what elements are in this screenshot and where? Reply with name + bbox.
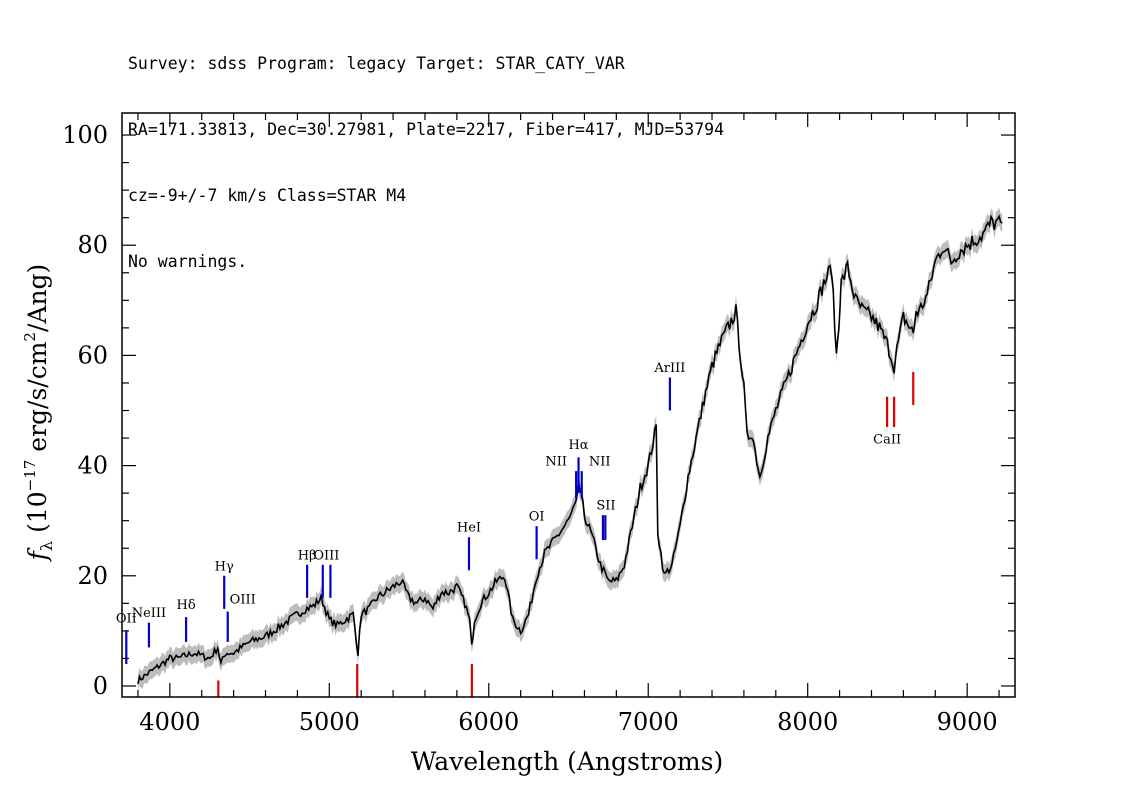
y-axis-label-mid: erg/s/cm	[23, 341, 52, 459]
spectrum-header: Survey: sdss Program: legacy Target: STA…	[128, 9, 724, 295]
x-tick-label: 4000	[139, 708, 200, 736]
line-marker-label: NeIII	[132, 606, 166, 621]
y-axis-label-exp2: 2	[21, 332, 39, 342]
header-survey-line: Survey: sdss Program: legacy Target: STA…	[128, 54, 625, 73]
y-axis-label-f: f	[23, 547, 52, 562]
y-axis-label-sub: λ	[37, 541, 56, 551]
x-tick-label: 9000	[937, 708, 998, 736]
line-marker-label: Hα	[568, 438, 588, 453]
spectrum-line	[137, 214, 1003, 684]
line-marker-label: HeI	[457, 521, 481, 536]
x-axis-label: Wavelength (Angstroms)	[411, 747, 723, 776]
y-tick-label: 40	[77, 452, 108, 480]
plot-frame	[121, 112, 1016, 698]
line-marker-label: Hγ	[215, 559, 234, 574]
line-marker-label: Hβ	[298, 548, 317, 563]
line-marker-label: OI	[529, 510, 545, 525]
header-redshift-class-line: cz=-9+/-7 km/s Class=STAR M4	[128, 186, 407, 205]
x-tick-label: 8000	[777, 708, 838, 736]
x-tick-label: 5000	[299, 708, 360, 736]
y-tick-label: 100	[62, 121, 108, 149]
axes-layer: 4000 5000 6000 7000 8000 9000 0 20 40 60 80 100	[62, 112, 1016, 736]
line-marker-label: SII	[596, 499, 615, 514]
header-coordinates-line: RA=171.33813, Dec=30.27981, Plate=2217, …	[128, 120, 725, 139]
y-tick-label: 60	[77, 341, 108, 369]
y-tick-label: 20	[77, 562, 108, 590]
line-marker-label: ArIII	[653, 361, 685, 376]
y-tick-label: 0	[93, 672, 108, 700]
line-marker-label: NII	[589, 455, 611, 470]
line-marker-label: Hδ	[177, 598, 196, 613]
line-marker-label: OIII	[230, 592, 256, 607]
x-tick-label: 6000	[458, 708, 519, 736]
y-tick-label: 80	[77, 231, 108, 259]
line-marker-layer: OIINeIIIHδHγOIIIHβOIIIHeIOINIIHαNIISIIAr…	[116, 361, 915, 697]
line-marker-label: NII	[545, 455, 567, 470]
line-marker-label: OIII	[313, 548, 339, 563]
y-axis-label-post: /Ang)	[23, 264, 52, 332]
line-marker-label: OII	[116, 612, 137, 627]
y-axis-label-exp1: −17	[21, 460, 39, 492]
header-warnings-line: No warnings.	[128, 252, 248, 271]
y-axis-label: fλ (10−17 erg/s/cm2/Ang)	[21, 264, 56, 563]
x-tick-label: 7000	[618, 708, 679, 736]
spectrum-layer	[137, 214, 1003, 684]
y-axis-label-pre: (10	[23, 491, 52, 533]
line-marker-label: CaII	[873, 433, 901, 448]
